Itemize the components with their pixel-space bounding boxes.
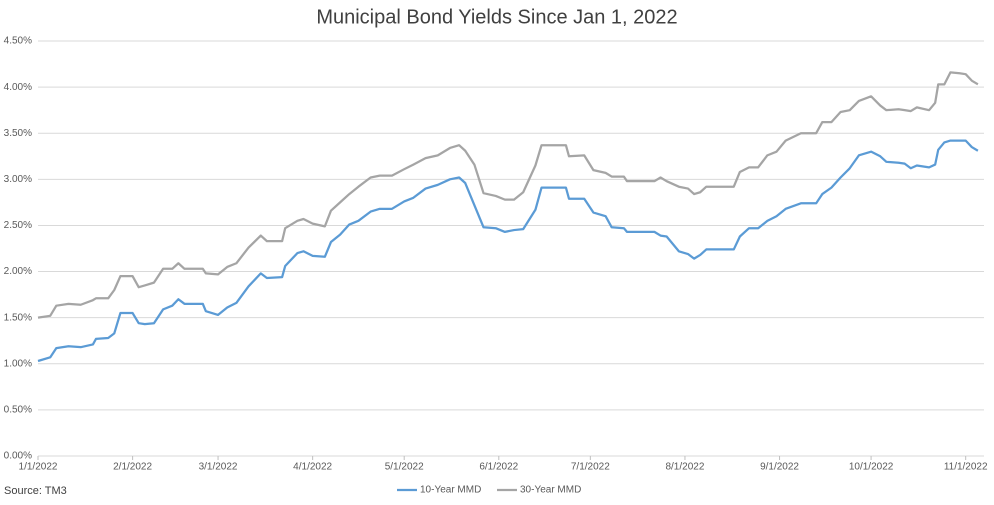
chart-title: Municipal Bond Yields Since Jan 1, 2022	[316, 6, 677, 28]
y-tick-label: 2.00%	[4, 266, 32, 277]
x-tick-label: 10/1/2022	[849, 462, 894, 473]
y-tick-label: 0.00%	[4, 451, 32, 462]
y-tick-label: 3.00%	[4, 174, 32, 185]
y-tick-label: 2.50%	[4, 220, 32, 231]
x-tick-label: 11/1/2022	[944, 462, 988, 473]
y-tick-label: 4.50%	[4, 36, 32, 47]
series-line	[37, 71, 979, 319]
source-note: Source: TM3	[4, 485, 67, 497]
x-tick-label: 9/1/2022	[760, 462, 799, 473]
x-tick-label: 7/1/2022	[571, 462, 610, 473]
y-tick-label: 4.00%	[4, 82, 32, 93]
x-tick-label: 2/1/2022	[113, 462, 152, 473]
legend-label: 30-Year MMD	[520, 485, 581, 496]
x-tick-label: 8/1/2022	[665, 462, 704, 473]
x-tick-label: 4/1/2022	[293, 462, 332, 473]
y-tick-label: 1.50%	[4, 312, 32, 323]
y-tick-label: 0.50%	[4, 405, 32, 416]
y-tick-label: 3.50%	[4, 128, 32, 139]
x-tick-label: 3/1/2022	[199, 462, 238, 473]
series-line	[37, 139, 979, 363]
legend-label: 10-Year MMD	[420, 485, 481, 496]
x-tick-label: 1/1/2022	[19, 462, 58, 473]
y-tick-label: 1.00%	[4, 358, 32, 369]
x-tick-label: 6/1/2022	[479, 462, 518, 473]
x-tick-label: 5/1/2022	[385, 462, 424, 473]
